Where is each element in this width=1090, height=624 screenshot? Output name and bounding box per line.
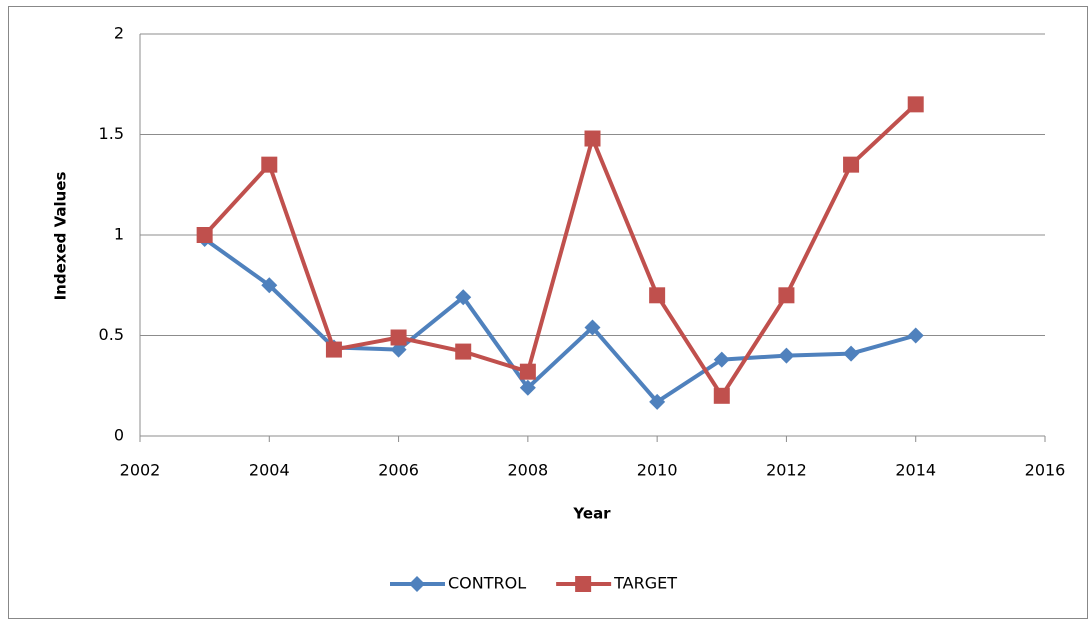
- data-point: [519, 363, 536, 380]
- data-point: [455, 289, 472, 306]
- data-point: [778, 287, 795, 304]
- legend-marker: [575, 576, 592, 592]
- data-point: [713, 387, 730, 404]
- x-axis-title: Year: [572, 505, 611, 523]
- x-tick-label: 2006: [378, 461, 419, 480]
- data-point: [519, 379, 536, 396]
- legend-label: CONTROL: [448, 574, 526, 593]
- series-line: [203, 237, 917, 404]
- y-axis-title: Indexed Values: [52, 172, 70, 301]
- data-point: [907, 96, 924, 113]
- legend-marker: [409, 576, 425, 592]
- data-point: [584, 319, 601, 336]
- x-tick-label: 2002: [120, 461, 161, 480]
- y-tick-label: 0.5: [99, 325, 124, 344]
- data-point: [196, 227, 213, 243]
- data-point: [584, 130, 601, 147]
- data-point: [455, 343, 472, 360]
- legend-label: TARGET: [613, 574, 677, 593]
- data-point: [261, 156, 278, 173]
- y-tick-label: 2: [114, 24, 124, 43]
- series-line: [203, 102, 918, 398]
- x-tick-label: 2010: [637, 461, 678, 480]
- data-point: [713, 351, 730, 368]
- data-point: [649, 287, 666, 304]
- y-tick-label: 1.5: [99, 124, 124, 143]
- x-tick-label: 2004: [249, 461, 290, 480]
- y-tick-label: 1: [114, 225, 124, 244]
- data-point: [649, 393, 666, 410]
- data-point: [907, 327, 924, 344]
- data-point: [843, 345, 860, 362]
- data-point: [325, 341, 342, 358]
- x-tick-label: 2012: [766, 461, 807, 480]
- data-point: [390, 341, 407, 358]
- x-tick-label: 2008: [507, 461, 548, 480]
- data-point: [843, 156, 860, 173]
- chart-border: [8, 6, 1088, 619]
- data-point: [261, 277, 278, 294]
- data-point: [390, 329, 407, 346]
- data-point: [778, 347, 795, 364]
- x-tick-label: 2014: [895, 461, 936, 480]
- y-tick-label: 0: [114, 426, 124, 445]
- x-tick-label: 2016: [1025, 461, 1066, 480]
